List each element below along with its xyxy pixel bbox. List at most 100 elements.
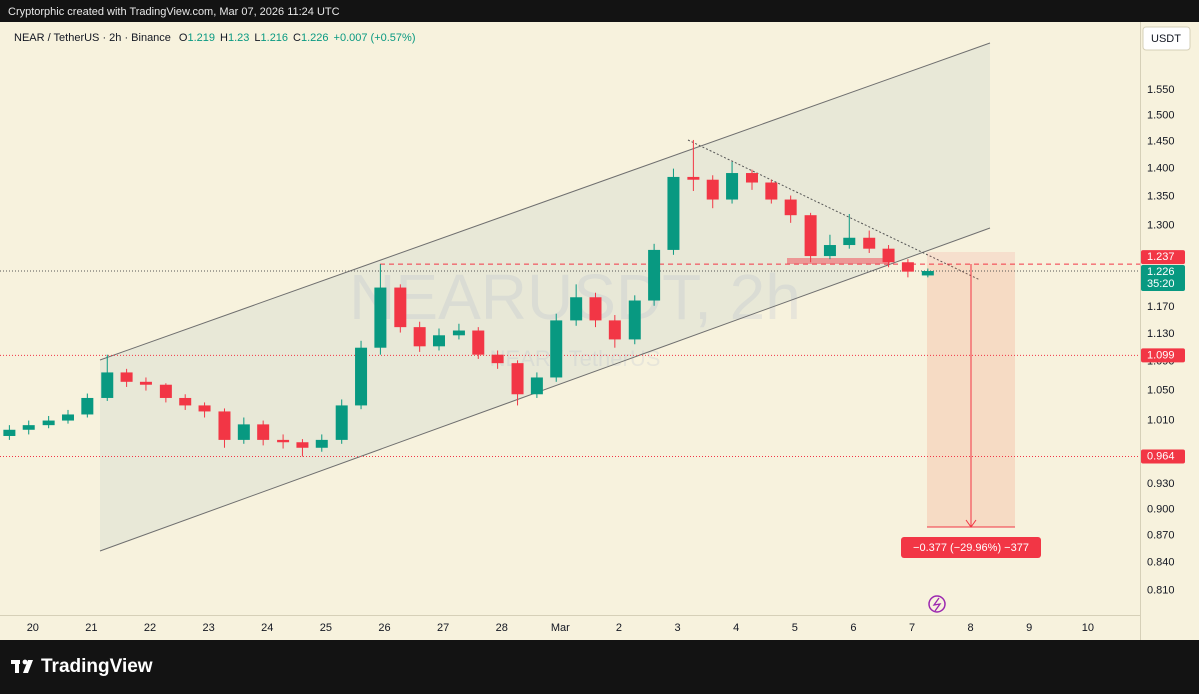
x-tick-label: 5 bbox=[792, 622, 798, 634]
price-label: 0.964 bbox=[1147, 450, 1175, 462]
candle-body bbox=[726, 173, 739, 200]
trend-line bbox=[687, 139, 981, 281]
candle-body bbox=[511, 363, 524, 395]
candle-body bbox=[120, 372, 133, 382]
x-tick-label: Mar bbox=[551, 622, 570, 634]
y-tick-label: 1.350 bbox=[1147, 191, 1175, 203]
candle-body bbox=[394, 287, 407, 328]
symbol: NEAR / TetherUS · 2h · Binance bbox=[14, 32, 171, 44]
price-label: 1.237 bbox=[1147, 251, 1175, 263]
ohlc-label: H bbox=[220, 32, 228, 44]
y-tick-label: 1.550 bbox=[1147, 84, 1175, 96]
price-lines bbox=[0, 263, 1140, 458]
candle-body bbox=[628, 300, 641, 340]
y-tick-label: 1.450 bbox=[1147, 135, 1175, 147]
ohlc-value: 1.219 bbox=[187, 32, 215, 44]
candle-body bbox=[608, 320, 621, 340]
candle-body bbox=[452, 330, 465, 336]
y-tick-label: 1.400 bbox=[1147, 163, 1175, 175]
candle-body bbox=[218, 411, 231, 440]
position-stop bbox=[927, 252, 1015, 264]
y-tick-label: 1.300 bbox=[1147, 220, 1175, 232]
logo-part bbox=[22, 659, 28, 665]
currency: USDT bbox=[1151, 33, 1181, 45]
x-tick-label: 6 bbox=[850, 622, 856, 634]
y-tick-label: 1.500 bbox=[1147, 109, 1175, 121]
change: +0.007 (+0.57%) bbox=[334, 32, 416, 44]
brand: TradingView bbox=[41, 656, 153, 677]
y-tick-label: 0.840 bbox=[1147, 557, 1175, 569]
alert-icon[interactable] bbox=[928, 595, 946, 613]
candle-body bbox=[3, 429, 16, 436]
candle-body bbox=[315, 439, 328, 448]
candle-body bbox=[687, 176, 700, 180]
candles bbox=[3, 139, 934, 457]
candle-body bbox=[901, 262, 914, 272]
candle-body bbox=[706, 179, 719, 200]
price-label-box bbox=[1141, 265, 1185, 292]
x-tick-label: 7 bbox=[909, 622, 915, 634]
candle-body bbox=[355, 347, 368, 406]
y-tick-label: 0.870 bbox=[1147, 530, 1175, 542]
candle-body bbox=[42, 420, 55, 426]
y-tick-label: 1.010 bbox=[1147, 414, 1175, 426]
candle-body bbox=[81, 397, 94, 415]
candle-body bbox=[882, 248, 895, 263]
candle-body bbox=[589, 297, 602, 321]
currency-box bbox=[1142, 26, 1191, 51]
support-zone bbox=[787, 258, 890, 264]
candle-body bbox=[237, 424, 250, 440]
logo-part bbox=[15, 660, 19, 673]
x-tick-label: 22 bbox=[144, 622, 156, 634]
price-label: 1.226 bbox=[1147, 266, 1175, 278]
candle-body bbox=[139, 381, 152, 385]
candle-body bbox=[530, 377, 543, 395]
y-tick-label: 0.900 bbox=[1147, 503, 1175, 515]
candle-body bbox=[667, 176, 680, 250]
candle-body bbox=[863, 237, 876, 249]
x-tick-label: 8 bbox=[968, 622, 974, 634]
candle-body bbox=[257, 424, 270, 440]
y-tick-label: 1.050 bbox=[1147, 384, 1175, 396]
ohlc-label: O bbox=[179, 32, 188, 44]
channel-lower bbox=[99, 227, 991, 552]
candle-body bbox=[22, 425, 35, 430]
candle-body bbox=[843, 237, 856, 246]
legend-header: NEAR / TetherUS · 2h · Binance O1.219 H 1.2… bbox=[14, 32, 415, 44]
ohlc-value: 1.216 bbox=[261, 32, 289, 44]
x-tick-label: 2 bbox=[616, 622, 622, 634]
brand-logo bbox=[11, 659, 33, 673]
ohlc-label: L bbox=[254, 32, 260, 44]
candle-body bbox=[61, 414, 74, 421]
candle-body bbox=[823, 245, 836, 257]
candle-body bbox=[491, 354, 504, 364]
price-label: 1.099 bbox=[1147, 349, 1175, 361]
attribution: Cryptorphic created with TradingView.com… bbox=[8, 6, 340, 18]
candle-body bbox=[179, 397, 192, 406]
candle-body bbox=[921, 271, 934, 276]
candle-body bbox=[335, 405, 348, 440]
channel-fill bbox=[100, 43, 990, 551]
x-tick-label: 28 bbox=[496, 622, 508, 634]
price-label-box bbox=[1141, 449, 1185, 464]
candle-body bbox=[198, 405, 211, 412]
x-tick-label: 20 bbox=[27, 622, 39, 634]
candle-body bbox=[277, 439, 290, 443]
candle-body bbox=[413, 327, 426, 347]
x-tick-label: 25 bbox=[320, 622, 332, 634]
candle-body bbox=[296, 442, 309, 448]
candle-body bbox=[765, 182, 778, 200]
candle-body bbox=[159, 384, 172, 398]
x-tick-label: 10 bbox=[1082, 622, 1094, 634]
x-tick-label: 26 bbox=[378, 622, 390, 634]
ohlc-label: C bbox=[293, 32, 301, 44]
x-tick-label: 27 bbox=[437, 622, 449, 634]
y-tick-label: 1.170 bbox=[1147, 301, 1175, 313]
candle-body bbox=[472, 330, 485, 355]
measure-box bbox=[901, 537, 1041, 558]
alert-bolt bbox=[932, 597, 942, 612]
channel-upper bbox=[99, 42, 991, 361]
watermark-symbol: NEARUSDT, 2h bbox=[349, 261, 801, 333]
